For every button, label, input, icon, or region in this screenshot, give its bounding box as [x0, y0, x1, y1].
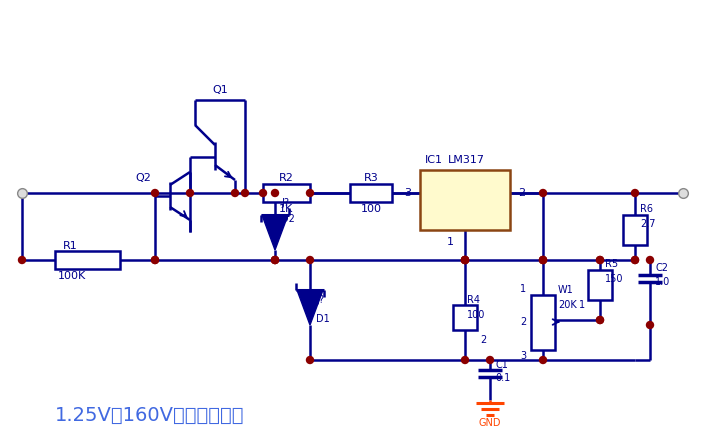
Text: LM317: LM317 — [448, 155, 485, 165]
Text: Q1: Q1 — [212, 85, 228, 95]
Circle shape — [271, 257, 278, 263]
Text: W1: W1 — [558, 285, 574, 295]
Bar — [350, 184, 392, 202]
Text: R6: R6 — [640, 204, 653, 214]
Bar — [420, 170, 510, 230]
Text: J?: J? — [281, 198, 289, 208]
Circle shape — [540, 257, 547, 263]
Text: 100K: 100K — [58, 271, 86, 281]
Text: C1: C1 — [495, 360, 508, 370]
Polygon shape — [297, 290, 323, 325]
Text: D1: D1 — [316, 314, 329, 324]
Text: R5: R5 — [605, 259, 618, 269]
Circle shape — [596, 317, 604, 324]
Text: 3: 3 — [520, 351, 526, 361]
Text: IC1: IC1 — [425, 155, 443, 165]
Text: D2: D2 — [281, 214, 295, 224]
Text: 0.1: 0.1 — [495, 373, 510, 383]
Bar — [588, 270, 612, 300]
Circle shape — [151, 257, 158, 263]
Text: 1.0: 1.0 — [655, 277, 670, 287]
Circle shape — [187, 190, 194, 197]
Text: 1K: 1K — [279, 204, 293, 214]
Circle shape — [151, 257, 158, 263]
Circle shape — [271, 190, 278, 197]
Circle shape — [271, 257, 278, 263]
Circle shape — [151, 190, 158, 197]
Text: 100: 100 — [467, 310, 486, 320]
Text: R4: R4 — [467, 295, 480, 305]
Bar — [623, 215, 647, 245]
Bar — [453, 305, 477, 330]
Text: R3: R3 — [364, 173, 378, 183]
Text: 3: 3 — [405, 188, 412, 198]
Circle shape — [540, 190, 547, 197]
Text: 1: 1 — [447, 237, 454, 247]
Circle shape — [631, 257, 638, 263]
Circle shape — [462, 257, 469, 263]
Circle shape — [631, 190, 638, 197]
Text: 100: 100 — [361, 204, 381, 214]
Text: C2: C2 — [655, 263, 668, 273]
Circle shape — [307, 257, 314, 263]
Circle shape — [596, 257, 604, 263]
Circle shape — [259, 190, 266, 197]
Circle shape — [18, 257, 26, 263]
Text: J?: J? — [316, 295, 324, 305]
Circle shape — [231, 190, 239, 197]
Circle shape — [462, 357, 469, 364]
Text: R2: R2 — [278, 173, 293, 183]
Text: R1: R1 — [63, 241, 78, 251]
Circle shape — [462, 257, 469, 263]
Text: 2: 2 — [480, 335, 486, 345]
Text: GND: GND — [479, 418, 501, 428]
Circle shape — [241, 190, 248, 197]
Text: Q2: Q2 — [135, 173, 151, 183]
Bar — [55, 251, 120, 269]
Circle shape — [596, 317, 604, 324]
Bar — [531, 295, 555, 350]
Text: 2.7: 2.7 — [640, 219, 655, 229]
Circle shape — [540, 257, 547, 263]
Text: 1: 1 — [579, 300, 585, 310]
Text: 2: 2 — [518, 188, 525, 198]
Circle shape — [307, 357, 314, 364]
Polygon shape — [262, 215, 288, 250]
Circle shape — [596, 257, 604, 263]
Circle shape — [647, 257, 653, 263]
Circle shape — [307, 190, 314, 197]
Text: 2: 2 — [520, 317, 526, 327]
Text: 1.25V～160V可调稳压电源: 1.25V～160V可调稳压电源 — [55, 405, 244, 424]
Bar — [263, 184, 310, 202]
Text: 1: 1 — [520, 284, 526, 294]
Circle shape — [647, 321, 653, 329]
Circle shape — [540, 257, 547, 263]
Circle shape — [462, 257, 469, 263]
Circle shape — [486, 357, 493, 364]
Circle shape — [271, 257, 278, 263]
Circle shape — [540, 357, 547, 364]
Circle shape — [462, 257, 469, 263]
Text: 150: 150 — [605, 274, 623, 284]
Text: 20K: 20K — [558, 300, 577, 310]
Circle shape — [631, 257, 638, 263]
